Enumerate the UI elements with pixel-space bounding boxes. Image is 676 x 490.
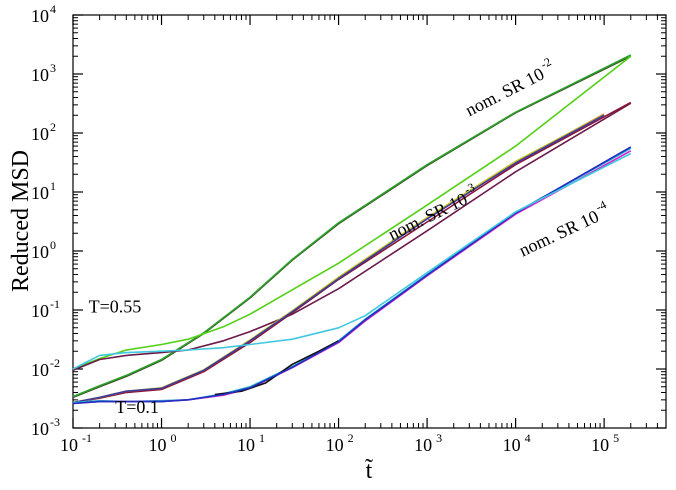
x-axis: 10 -1 10 0 10 1 10 2 10 3 10 4 10 5 bbox=[60, 15, 658, 455]
series-line-3 bbox=[72, 55, 632, 370]
y-tick-exponent: 4 bbox=[50, 2, 56, 16]
y-tick-label: 10 bbox=[31, 360, 49, 380]
series-line-11 bbox=[214, 340, 339, 396]
plot-frame bbox=[72, 14, 667, 429]
x-tick-label: 10 bbox=[237, 435, 255, 455]
annotation-2: nom. SR 10-3 bbox=[385, 180, 477, 244]
annotation-5: T=0.1 bbox=[115, 397, 159, 417]
annotation-text: nom. SR 10 bbox=[462, 64, 547, 121]
y-tick-exponent: 0 bbox=[50, 238, 56, 252]
series-line-8 bbox=[72, 114, 605, 404]
annotation-1: nom. SR 10-2 bbox=[462, 55, 553, 121]
y-tick-exponent: -2 bbox=[50, 356, 60, 370]
x-tick-exponent: 4 bbox=[525, 431, 531, 445]
y-tick-exponent: -1 bbox=[50, 297, 60, 311]
y-tick-label: 10 bbox=[31, 65, 49, 85]
x-axis-label: t̃ bbox=[365, 458, 373, 484]
x-tick-exponent: 2 bbox=[348, 431, 354, 445]
y-tick-exponent: -3 bbox=[50, 415, 60, 429]
x-tick-exponent: 0 bbox=[171, 431, 177, 445]
y-tick-exponent: 2 bbox=[50, 120, 56, 134]
x-tick-exponent: 3 bbox=[436, 431, 442, 445]
x-tick-label: 10 bbox=[149, 435, 167, 455]
x-tick-label: 10 bbox=[60, 435, 78, 455]
series-line-13 bbox=[72, 152, 632, 370]
y-tick-label: 10 bbox=[31, 242, 49, 262]
x-tick-label: 10 bbox=[414, 435, 432, 455]
annotation-text: T=0.55 bbox=[89, 297, 142, 317]
x-tick-exponent: -1 bbox=[82, 431, 92, 445]
x-tick-exponent: 5 bbox=[613, 431, 619, 445]
y-tick-label: 10 bbox=[31, 419, 49, 439]
series-line-4 bbox=[72, 102, 632, 372]
y-tick-exponent: 3 bbox=[50, 61, 56, 75]
series-line-9 bbox=[72, 147, 632, 404]
series-line-5 bbox=[72, 101, 632, 404]
series-line-2 bbox=[72, 54, 632, 398]
annotation-4: T=0.55 bbox=[89, 297, 142, 317]
annotation-text: nom. SR 10 bbox=[516, 206, 602, 260]
y-tick-exponent: 1 bbox=[50, 179, 56, 193]
x-tick-label: 10 bbox=[591, 435, 609, 455]
y-tick-label: 10 bbox=[31, 6, 49, 26]
y-axis-label: Reduced MSD bbox=[8, 150, 34, 292]
series-lines bbox=[72, 54, 632, 405]
series-line-12 bbox=[72, 146, 632, 405]
annotation-text: T=0.1 bbox=[115, 397, 159, 417]
x-tick-label: 10 bbox=[326, 435, 344, 455]
x-tick-label: 10 bbox=[503, 435, 521, 455]
y-tick-label: 10 bbox=[31, 183, 49, 203]
y-tick-label: 10 bbox=[31, 124, 49, 144]
x-tick-exponent: 1 bbox=[259, 431, 265, 445]
annotation-text: nom. SR 10 bbox=[385, 189, 471, 244]
y-tick-label: 10 bbox=[31, 301, 49, 321]
series-line-10 bbox=[72, 150, 632, 405]
